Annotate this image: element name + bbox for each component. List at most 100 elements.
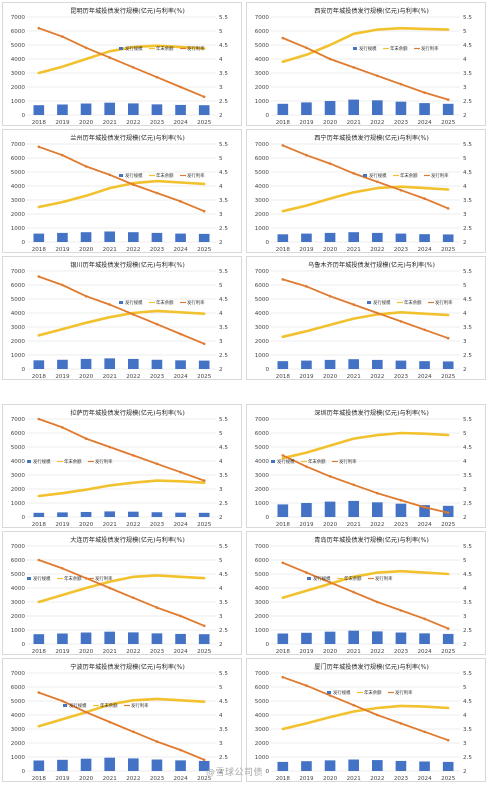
bar (33, 105, 45, 115)
rate-point (352, 703, 355, 707)
y2-tick-label: 3.5 (219, 71, 228, 77)
y2-tick-label: 5.5 (219, 142, 228, 148)
bar (301, 102, 312, 115)
bar (277, 234, 289, 242)
legend-label: 发行规模 (313, 575, 331, 582)
y-tick-label: 3000 (255, 600, 270, 606)
x-tick-label: 2022 (126, 776, 140, 782)
y-tick-label: 0 (265, 367, 269, 373)
chart-title: 宁波历年城投债发行规模(亿元)与利率(%) (70, 663, 185, 671)
bar (277, 761, 289, 771)
rate-point (399, 82, 403, 86)
y2-tick-label: 5 (219, 431, 223, 437)
y2-tick-label: 2.5 (219, 353, 228, 359)
legend-swatch (327, 691, 331, 694)
y-tick-label: 5000 (255, 572, 270, 578)
legend-label: 年末余额 (156, 172, 174, 179)
bar (57, 104, 68, 115)
y-tick-label: 3000 (255, 727, 270, 733)
y2-tick-label: 2 (463, 769, 467, 775)
bar (198, 760, 210, 771)
bar (151, 359, 163, 369)
y-tick-label: 3000 (11, 71, 26, 77)
x-tick-label: 2024 (417, 120, 432, 126)
x-tick-label: 2019 (55, 374, 70, 380)
y2-tick-label: 2.5 (463, 755, 472, 761)
legend-label: 发行利率 (339, 458, 357, 465)
x-tick-label: 2018 (276, 776, 291, 782)
y-tick-label: 6000 (11, 156, 26, 162)
x-tick-label: 2021 (103, 649, 118, 655)
y-tick-label: 7000 (11, 417, 26, 423)
y2-tick-label: 2.5 (219, 99, 228, 105)
x-tick-label: 2022 (126, 649, 140, 655)
rate-point (202, 342, 206, 346)
x-tick-label: 2024 (417, 247, 432, 253)
bar (277, 361, 289, 369)
x-tick-label: 2025 (441, 374, 456, 380)
y2-tick-label: 2.5 (219, 628, 228, 634)
rate-point (328, 694, 332, 697)
x-tick-label: 2022 (126, 374, 140, 380)
series-line-rate (38, 275, 205, 345)
rate-point (281, 561, 285, 565)
legend-label: 发行利率 (431, 172, 449, 179)
bar (33, 360, 45, 369)
y-tick-label: 7000 (255, 417, 270, 423)
legend-label: 发行规模 (373, 299, 391, 306)
x-tick-label: 2022 (370, 649, 384, 655)
rate-point (328, 162, 332, 165)
rate-point (108, 303, 111, 306)
y2-tick-label: 4 (219, 311, 223, 317)
chart-svg: 0 1000 2000 3000 4000 5000 6000 7000 2 2.5 3 3.5 4 4.… (11, 536, 229, 655)
chart-panel: 0 1000 2000 3000 4000 5000 6000 7000 2 2.5 3 3.5 4 4.… (246, 256, 486, 380)
chart-svg: 0 1000 2000 3000 4000 5000 6000 7000 2 2.5 3 3.5 4 4.… (255, 536, 473, 655)
y2-tick-label: 4 (463, 311, 467, 317)
y-tick-label: 4000 (255, 57, 270, 63)
rate-point (281, 675, 285, 679)
series-line-balance (281, 569, 450, 600)
bar (395, 360, 407, 369)
bar (104, 231, 116, 242)
y2-tick-label: 5.5 (463, 142, 472, 148)
series-line-rate (38, 145, 205, 213)
y-tick-label: 6000 (255, 685, 270, 691)
y-tick-label: 5000 (11, 572, 26, 578)
y-tick-label: 3000 (255, 325, 270, 331)
bar (127, 758, 139, 771)
bar (442, 761, 454, 771)
y-tick-label: 6000 (255, 29, 270, 35)
bar (127, 232, 139, 242)
rate-point (61, 699, 64, 703)
chart-title: 西宁历年城投债发行规模(亿元)与利率(%) (314, 134, 429, 142)
bar (57, 512, 68, 517)
legend-label: 发行利率 (187, 45, 205, 52)
rate-point (155, 606, 159, 609)
x-tick-label: 2019 (299, 776, 314, 782)
y2-tick-label: 4.5 (463, 445, 472, 451)
rate-point (399, 722, 403, 725)
x-tick-label: 2023 (394, 776, 409, 782)
bar (127, 103, 139, 115)
x-tick-label: 2018 (276, 374, 291, 380)
x-tick-label: 2019 (299, 374, 314, 380)
y-tick-label: 2000 (255, 85, 270, 91)
y-tick-label: 1000 (11, 353, 26, 359)
chart-panel: 0 1000 2000 3000 4000 5000 6000 7000 2 2.5 3 3.5 4 4.… (246, 404, 486, 528)
y-tick-label: 3000 (11, 600, 26, 606)
bar (348, 500, 360, 517)
bar (371, 502, 383, 517)
x-tick-label: 2022 (370, 522, 384, 528)
legend-label: 年末余额 (156, 299, 174, 306)
bar (419, 103, 430, 115)
legend-label: 发行利率 (131, 702, 149, 709)
y-tick-label: 0 (21, 113, 25, 119)
y2-tick-label: 2.5 (219, 755, 228, 761)
y2-tick-label: 4 (463, 586, 467, 592)
y2-tick-label: 4 (219, 459, 223, 465)
bar (104, 631, 116, 644)
y2-tick-label: 4.5 (463, 43, 472, 49)
bar (419, 361, 430, 369)
y2-tick-label: 5 (463, 431, 467, 437)
